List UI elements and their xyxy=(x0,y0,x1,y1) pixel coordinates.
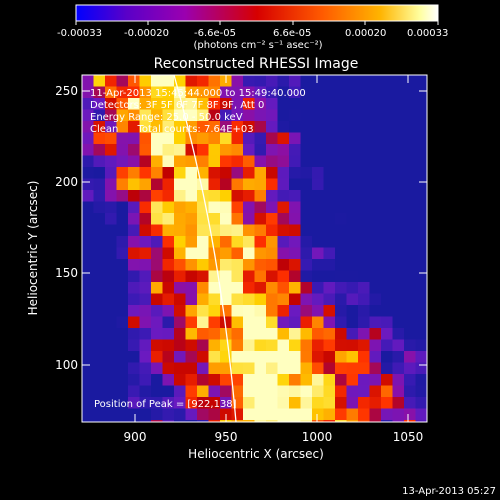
colorbar-tick-1: -0.00033 xyxy=(57,28,102,39)
x-tick-label-3: 1000 xyxy=(302,430,333,444)
y-tick-label-4: 250 xyxy=(55,84,78,98)
colorbar-ticks xyxy=(75,21,439,25)
x-axis-ticks xyxy=(134,75,409,422)
annotation-peak: Position of Peak = [922,138] xyxy=(94,399,237,410)
colorbar-tick-3: -6.6e-05 xyxy=(194,28,236,39)
annotation-energy: Energy Range: 25.0 - 50.0 keV xyxy=(90,112,243,123)
solar-limb-line xyxy=(173,75,237,422)
colorbar xyxy=(75,4,439,22)
y-tick-label-1: 100 xyxy=(55,358,78,372)
y-axis-label: Heliocentric Y (arcsec) xyxy=(26,181,40,316)
colorbar-tick-6: 0.00033 xyxy=(407,28,448,39)
colorbar-tick-2: -0.00020 xyxy=(124,28,169,39)
colorbar-unit-label: (photons cm⁻² s⁻¹ asec⁻²) xyxy=(193,40,322,51)
colorbar-tick-5: 0.00020 xyxy=(345,28,386,39)
plot-frame xyxy=(81,74,428,423)
x-tick-label-2: 950 xyxy=(215,430,238,444)
y-axis-ticks xyxy=(82,90,427,366)
rhessi-image xyxy=(82,75,427,422)
y-tick-label-3: 200 xyxy=(55,175,78,189)
annotation-time-range: 11-Apr-2013 15:45:44.000 to 15:49:40.000 xyxy=(90,88,306,99)
annotation-method: Clean Total counts: 7.64E+03 xyxy=(90,124,254,135)
plot-title: Reconstructed RHESSI Image xyxy=(154,56,359,72)
footer-date: 13-Apr-2013 05:27 xyxy=(402,486,496,497)
colorbar-tick-4: 6.6e-05 xyxy=(273,28,311,39)
annotation-detectors: Detectors: 3F 5F 6F 7F 8F 9F, Att 0 xyxy=(90,100,264,111)
y-tick-label-2: 150 xyxy=(55,266,78,280)
x-tick-label-1: 900 xyxy=(124,430,147,444)
x-tick-label-4: 1050 xyxy=(393,430,424,444)
x-axis-label: Heliocentric X (arcsec) xyxy=(188,447,324,461)
